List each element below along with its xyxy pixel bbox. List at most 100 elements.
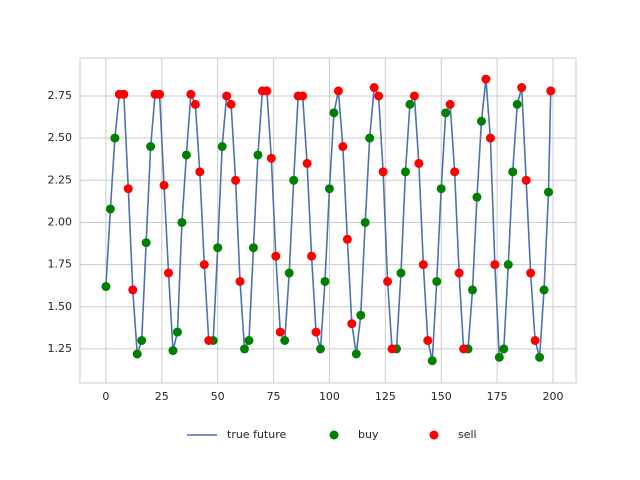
data-point [275, 327, 285, 337]
data-point [530, 335, 540, 345]
data-point [383, 276, 393, 286]
data-point [490, 260, 500, 270]
data-point [172, 327, 182, 337]
data-point [535, 352, 545, 362]
data-point [119, 89, 129, 99]
x-tick-label: 175 [487, 390, 508, 403]
data-point [289, 175, 299, 185]
data-point [503, 260, 513, 270]
data-point [146, 142, 156, 152]
data-point [132, 349, 142, 359]
y-tick-label: 2.00 [48, 215, 73, 228]
data-point [110, 133, 120, 143]
x-tick-label: 150 [431, 390, 452, 403]
data-point [213, 243, 223, 253]
y-tick-label: 1.50 [48, 300, 73, 313]
data-point [396, 268, 406, 278]
data-point [284, 268, 294, 278]
data-point [168, 346, 178, 356]
data-point [226, 99, 236, 109]
data-point [450, 167, 460, 177]
data-point [374, 91, 384, 101]
data-point [432, 276, 442, 286]
data-point [190, 99, 200, 109]
data-point [369, 83, 379, 93]
data-point [244, 335, 254, 345]
x-tick-label: 200 [542, 390, 563, 403]
data-point [105, 204, 115, 214]
data-point [137, 335, 147, 345]
data-point [476, 116, 486, 126]
data-point [499, 344, 509, 354]
data-point [248, 243, 258, 253]
x-tick-label: 50 [211, 390, 225, 403]
data-point [445, 99, 455, 109]
data-point [329, 108, 339, 118]
data-point [347, 319, 357, 329]
data-point [409, 91, 419, 101]
data-point [546, 86, 556, 96]
data-point [414, 158, 424, 168]
data-point [342, 234, 352, 244]
data-point [320, 276, 330, 286]
data-point [338, 142, 348, 152]
data-point [199, 260, 209, 270]
data-point [441, 108, 451, 118]
data-point [217, 142, 227, 152]
data-point [405, 99, 415, 109]
legend-swatch [329, 430, 339, 440]
data-point [155, 89, 165, 99]
data-point [544, 187, 554, 197]
data-point [195, 167, 205, 177]
x-tick-label: 0 [102, 390, 109, 403]
data-point [141, 238, 151, 248]
data-point [356, 310, 366, 320]
x-tick-label: 25 [155, 390, 169, 403]
y-tick-label: 1.75 [48, 258, 73, 271]
data-point [159, 180, 169, 190]
data-point [351, 349, 361, 359]
data-point [472, 192, 482, 202]
data-point [311, 327, 321, 337]
data-point [307, 251, 317, 261]
data-point [427, 356, 437, 366]
data-point [101, 282, 111, 292]
legend-label: sell [458, 428, 477, 441]
legend-label: buy [358, 428, 379, 441]
data-point [253, 150, 263, 160]
plot-frame [79, 57, 577, 384]
data-point [123, 184, 133, 194]
x-tick-label: 125 [375, 390, 396, 403]
data-point [235, 276, 245, 286]
data-point [231, 175, 241, 185]
data-point [526, 268, 536, 278]
data-point [177, 217, 187, 227]
data-point [186, 89, 196, 99]
data-point [316, 344, 326, 354]
data-point [459, 344, 469, 354]
data-point [262, 86, 272, 96]
data-point [333, 86, 343, 96]
data-point [468, 285, 478, 295]
data-point [280, 335, 290, 345]
data-point [298, 91, 308, 101]
legend-swatch [429, 430, 439, 440]
data-point [266, 153, 276, 163]
data-point [418, 260, 428, 270]
data-point [481, 74, 491, 84]
data-point [485, 133, 495, 143]
data-point [378, 167, 388, 177]
data-point [164, 268, 174, 278]
data-point [517, 83, 527, 93]
data-point [360, 217, 370, 227]
data-point [128, 285, 138, 295]
legend-label: true future [227, 428, 286, 441]
x-tick-label: 75 [267, 390, 281, 403]
y-tick-label: 2.50 [48, 131, 73, 144]
data-point [302, 158, 312, 168]
data-point [512, 99, 522, 109]
y-tick-label: 2.25 [48, 173, 73, 186]
data-point [387, 344, 397, 354]
data-point [240, 344, 250, 354]
